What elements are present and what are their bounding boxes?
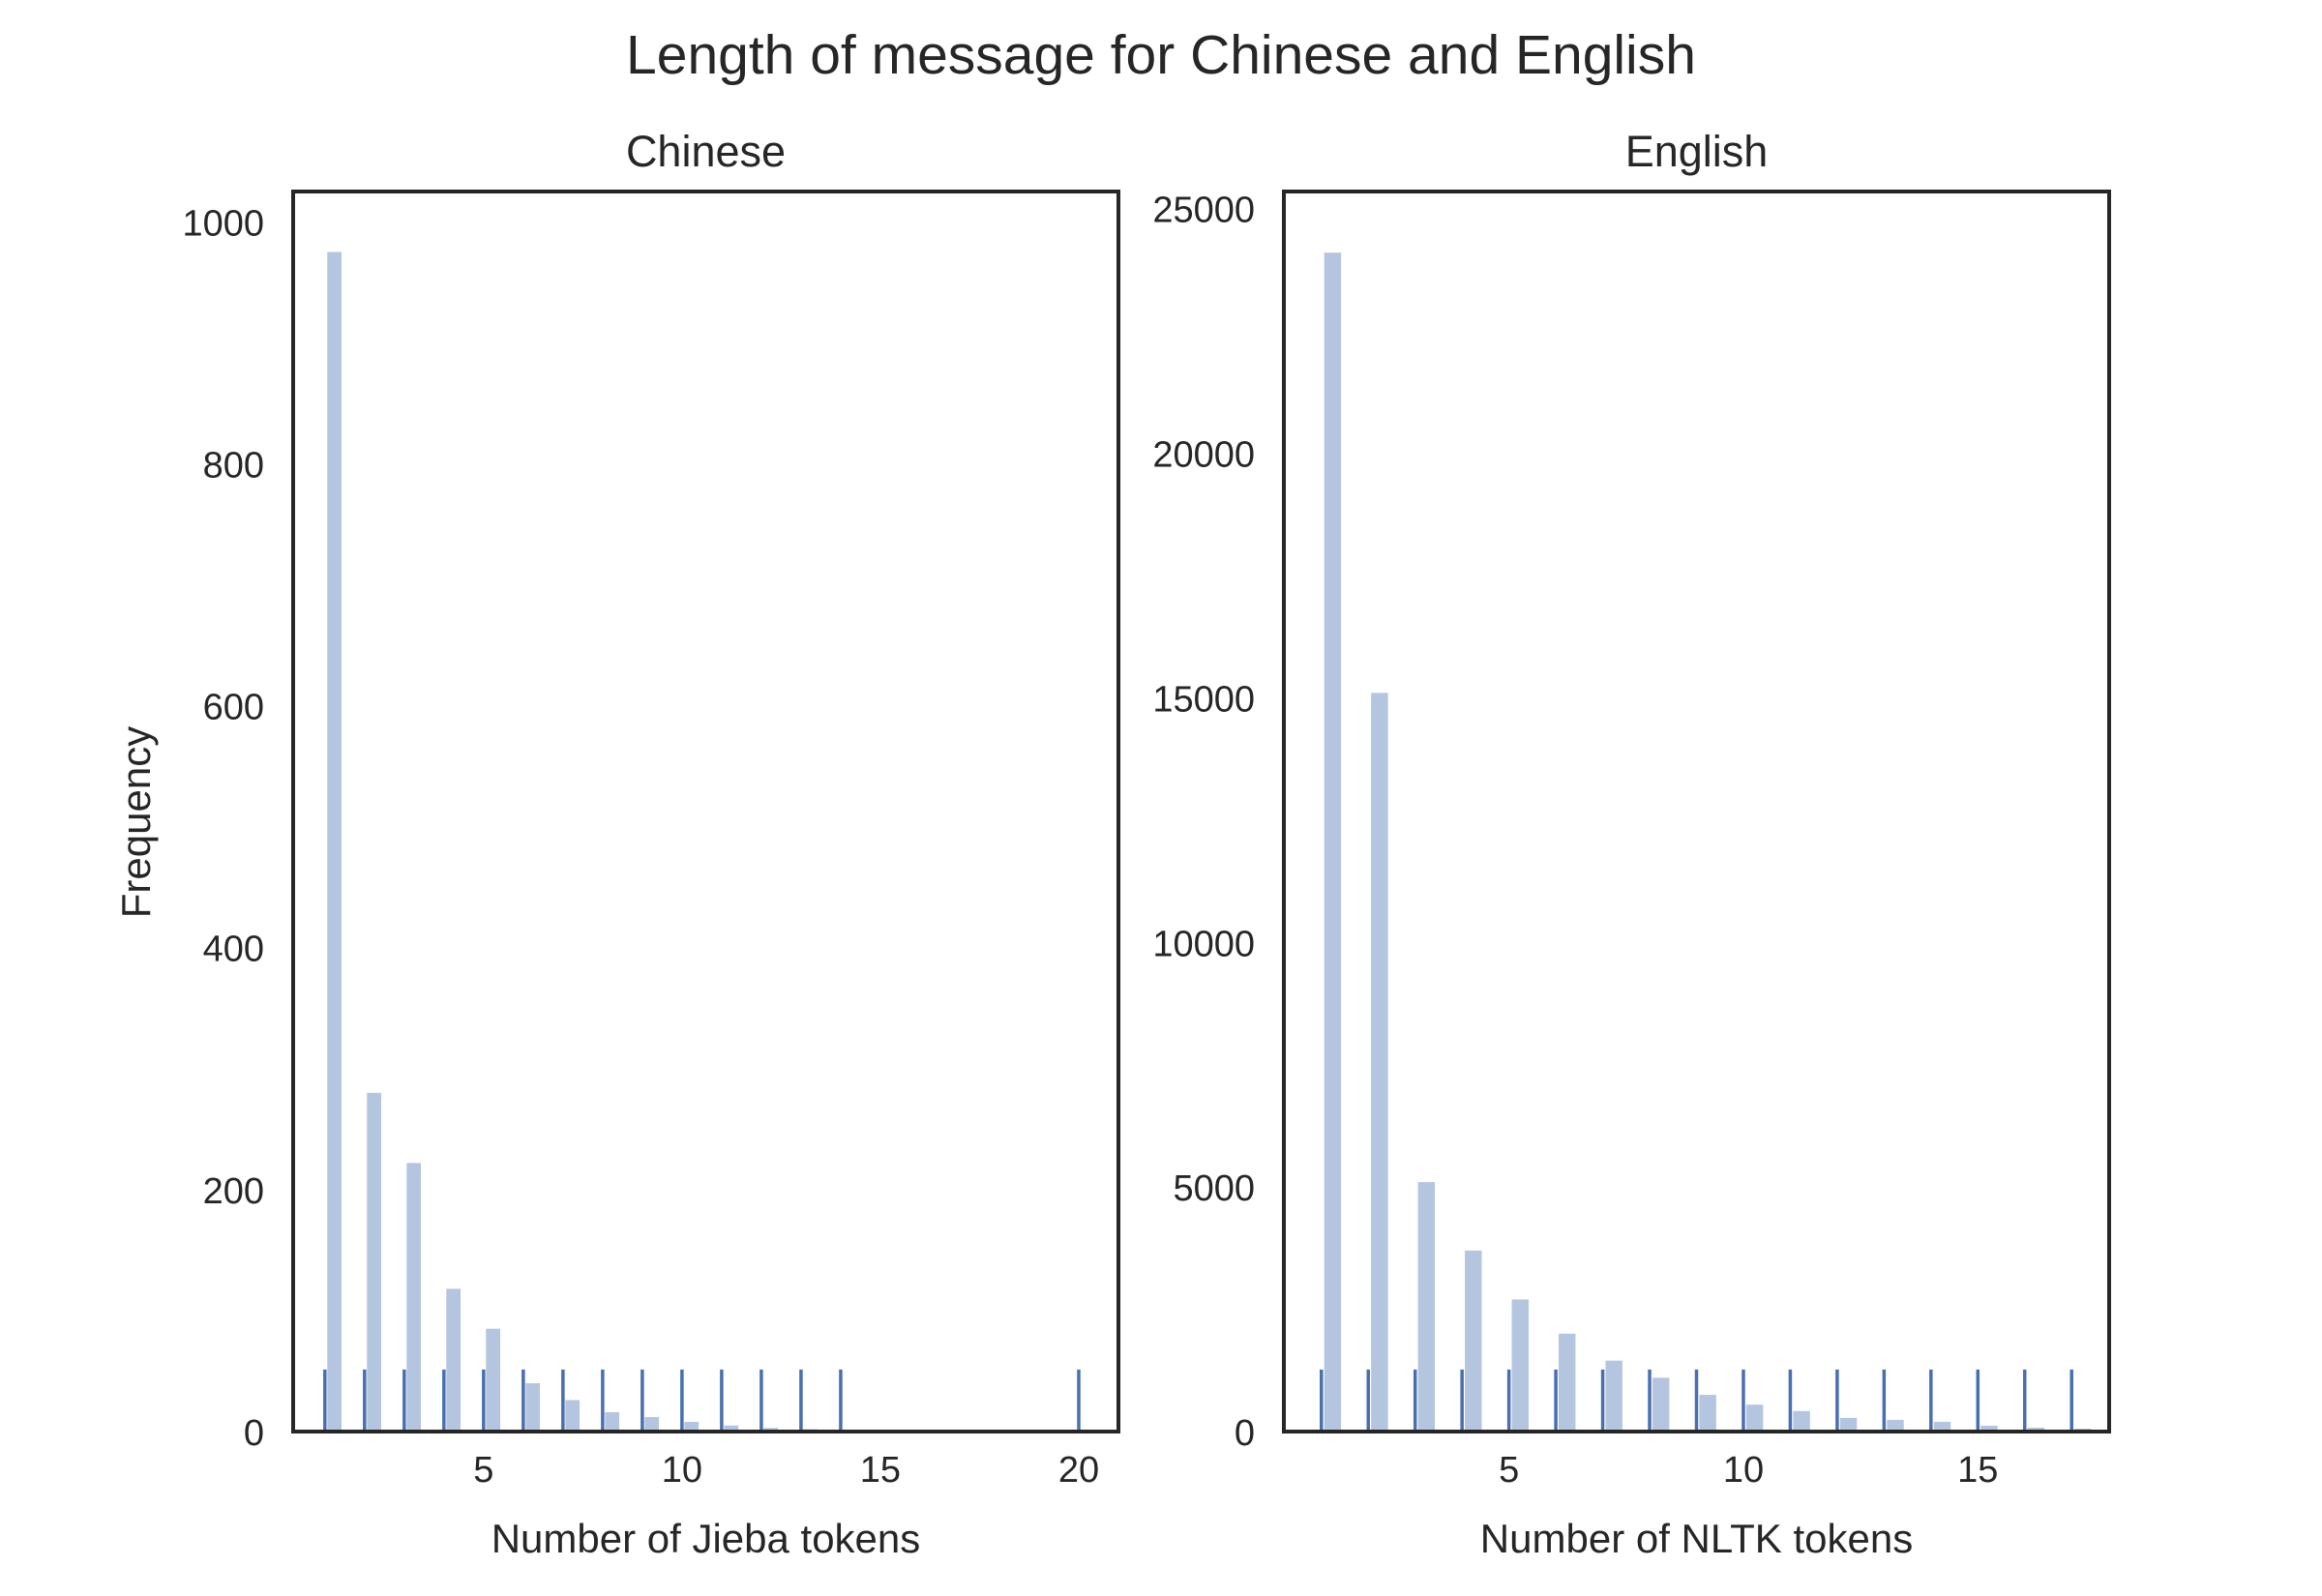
chinese-bar [525,1382,541,1432]
figure-title: Length of message for Chinese and Englis… [626,24,1696,86]
chinese-bar [367,1092,382,1432]
english-x-axis-label: Number of NLTK tokens [1480,1516,1913,1561]
chinese-y-tick-label: 600 [203,688,264,728]
english-bar [1793,1410,1810,1432]
chinese-bar [327,251,342,1432]
english-bar [1371,693,1388,1432]
chinese-x-tick-label: 20 [1058,1450,1099,1491]
english-bar [1745,1404,1764,1432]
english-y-tick-label: 15000 [1152,679,1255,720]
english-y-tick-label: 10000 [1152,924,1255,964]
chinese-bar [565,1400,580,1432]
english-panel-title: English [1625,127,1769,176]
english-bar [1511,1299,1529,1432]
english-bar [1980,1425,1998,1432]
chinese-x-tick-label: 10 [662,1450,702,1491]
english-panel: 5 10 15 0 5000 10000 15000 20000 25000 English Num… [1152,127,2111,1561]
english-bar [1652,1377,1670,1432]
chinese-x-tick-label: 5 [473,1450,493,1491]
chinese-x-tick-label: 15 [860,1450,901,1491]
chinese-y-tick-label: 0 [244,1413,264,1454]
y-axis-label: Frequency [113,726,159,918]
english-y-tick-label: 0 [1235,1413,1255,1454]
chinese-y-tick-label: 800 [203,445,264,486]
english-plot-frame [1282,190,2111,1433]
chinese-bar [644,1416,660,1432]
english-y-tick-label: 5000 [1173,1168,1255,1209]
chinese-x-axis-label: Number of Jieba tokens [491,1516,921,1561]
chinese-y-tick-label: 200 [203,1171,264,1212]
english-bar [1699,1395,1716,1432]
english-bar [1839,1417,1858,1432]
english-bar [1324,252,1342,1433]
chinese-bar [724,1425,739,1432]
english-bar [2027,1427,2045,1432]
english-bar [1559,1333,1576,1432]
english-y-tick-label: 20000 [1152,435,1255,476]
chinese-bar [406,1163,422,1432]
english-bar [1417,1182,1436,1432]
chinese-y-tick-label: 1000 [182,203,264,244]
english-bar [1887,1419,1904,1432]
chinese-bar [486,1328,501,1432]
chinese-bar [684,1421,700,1432]
chinese-bar [446,1288,461,1432]
english-bar [1465,1250,1482,1432]
english-x-tick-label: 15 [1957,1450,1998,1491]
chinese-y-tick-label: 400 [203,930,264,970]
chinese-bar [605,1411,620,1432]
chinese-panel-title: Chinese [626,127,786,176]
english-x-tick-label: 10 [1723,1450,1764,1491]
english-x-tick-label: 5 [1499,1450,1519,1491]
english-bar [1605,1360,1622,1432]
chinese-plot-frame [291,190,1120,1433]
english-bar [1933,1421,1951,1432]
english-y-tick-label: 25000 [1152,191,1255,231]
